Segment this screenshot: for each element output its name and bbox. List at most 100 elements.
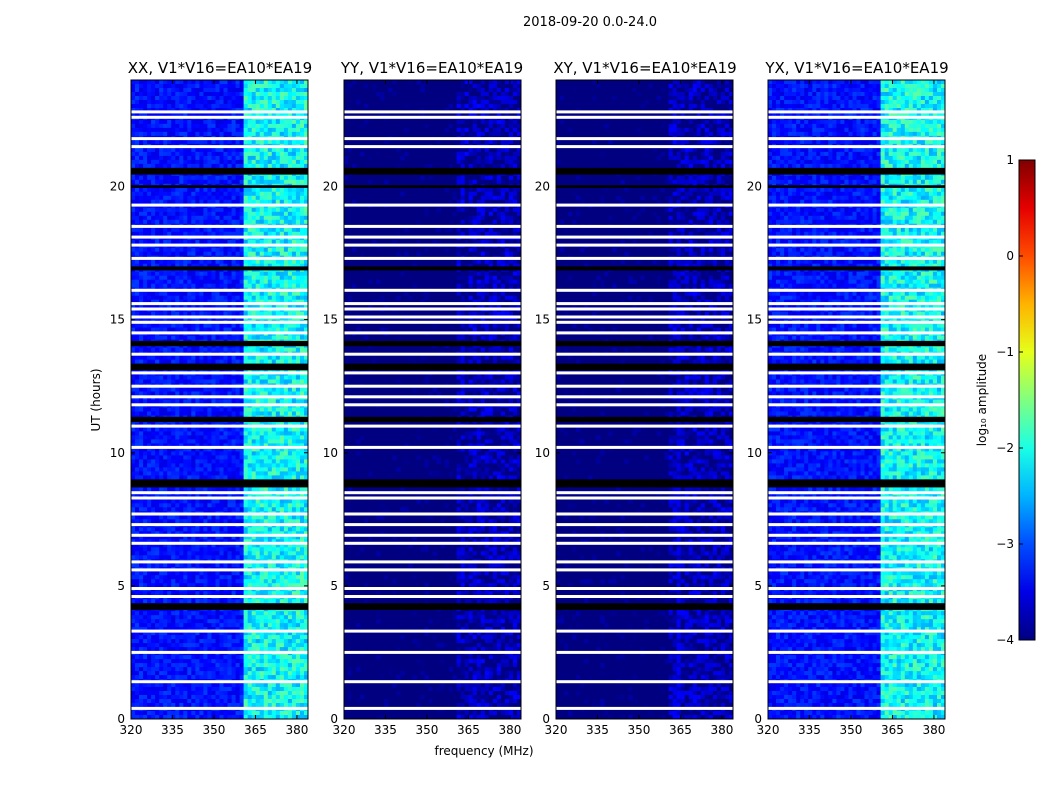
heatmap-cell	[235, 471, 240, 476]
heatmap-cell	[275, 527, 281, 532]
heatmap-cell	[219, 195, 224, 201]
heatmap-cell	[247, 151, 253, 157]
heatmap-cell	[207, 487, 212, 492]
heatmap-cell	[139, 239, 144, 245]
heatmap-cell	[131, 499, 136, 504]
heatmap-cell	[183, 104, 188, 109]
heatmap-cell	[239, 195, 244, 201]
heatmap-cell	[167, 443, 172, 448]
heatmap-cell	[143, 379, 148, 384]
heatmap-cell	[271, 199, 277, 205]
heatmap-cell	[135, 155, 140, 161]
heatmap-cell	[179, 311, 184, 316]
heatmap-cell	[267, 327, 273, 332]
heatmap-cell	[255, 259, 261, 265]
heatmap-cell	[271, 355, 277, 360]
heatmap-cell	[231, 475, 236, 480]
heatmap-cell	[199, 211, 204, 217]
heatmap-cell	[275, 219, 281, 225]
heatmap-cell	[227, 359, 232, 364]
heatmap-cell	[187, 271, 192, 277]
heatmap-cell	[183, 187, 188, 193]
heatmap-cell	[231, 92, 236, 97]
heatmap-cell	[223, 100, 228, 105]
heatmap-cell	[243, 80, 248, 85]
heatmap-cell	[259, 375, 265, 380]
heatmap-cell	[243, 151, 248, 157]
heatmap-cell	[227, 499, 232, 504]
heatmap-cell	[271, 211, 277, 217]
heatmap-cell	[135, 92, 140, 97]
heatmap-cell	[135, 355, 140, 360]
heatmap-cell	[171, 195, 176, 201]
heatmap-cell	[131, 375, 136, 380]
heatmap-cell	[255, 207, 261, 213]
heatmap-cell	[275, 299, 281, 305]
heatmap-cell	[275, 387, 281, 392]
heatmap-cell	[239, 359, 244, 364]
heatmap-cell	[179, 251, 184, 257]
heatmap-cell	[259, 499, 265, 504]
heatmap-cell	[275, 175, 281, 181]
heatmap-cell	[304, 327, 309, 332]
heatmap-cell	[304, 84, 309, 89]
heatmap-cell	[239, 291, 244, 297]
heatmap-cell	[147, 191, 152, 197]
heatmap-cell	[151, 88, 156, 93]
heatmap-cell	[259, 207, 265, 213]
heatmap-cell	[291, 311, 297, 316]
heatmap-cell	[291, 459, 297, 464]
heatmap-cell	[231, 515, 236, 520]
heatmap-cell	[275, 435, 281, 440]
heatmap-cell	[175, 375, 180, 380]
heatmap-cell	[151, 139, 156, 145]
heatmap-cell	[271, 391, 277, 396]
heatmap-cell	[251, 80, 257, 85]
heatmap-cell	[300, 327, 305, 332]
heatmap-cell	[239, 131, 244, 137]
heatmap-cell	[235, 127, 240, 133]
heatmap-cell	[259, 251, 265, 257]
heatmap-cell	[203, 163, 208, 169]
heatmap-cell	[195, 187, 200, 193]
heatmap-cell	[219, 279, 224, 285]
heatmap-cell	[255, 515, 261, 520]
heatmap-cell	[151, 119, 156, 125]
heatmap-cell	[283, 191, 289, 197]
heatmap-cell	[239, 427, 244, 432]
heatmap-cell	[223, 291, 228, 297]
heatmap-cell	[139, 139, 144, 145]
heatmap-cell	[243, 211, 248, 217]
heatmap-cell	[239, 159, 244, 165]
heatmap-cell	[199, 271, 204, 277]
heatmap-cell	[139, 447, 144, 452]
heatmap-cell	[235, 499, 240, 504]
heatmap-cell	[279, 159, 285, 165]
heatmap-cell	[223, 335, 228, 340]
heatmap-cell	[283, 283, 289, 289]
heatmap-cell	[175, 435, 180, 440]
heatmap-cell	[175, 391, 180, 396]
heatmap-cell	[295, 215, 301, 221]
heatmap-cell	[151, 399, 156, 404]
heatmap-cell	[167, 335, 172, 340]
heatmap-cell	[159, 435, 164, 440]
heatmap-cell	[255, 175, 261, 181]
heatmap-cell	[135, 100, 140, 105]
heatmap-cell	[295, 263, 301, 269]
heatmap-cell	[155, 271, 160, 277]
heatmap-cell	[283, 123, 289, 129]
heatmap-cell	[231, 227, 236, 233]
heatmap-cell	[191, 527, 196, 532]
heatmap-cell	[231, 219, 236, 225]
heatmap-cell	[171, 503, 176, 508]
heatmap-cell	[159, 139, 164, 145]
heatmap-cell	[279, 108, 285, 113]
heatmap-cell	[223, 215, 228, 221]
heatmap-cell	[287, 411, 293, 416]
heatmap-cell	[304, 303, 309, 308]
heatmap-cell	[255, 96, 261, 101]
heatmap-cell	[259, 487, 265, 492]
heatmap-cell	[279, 131, 285, 137]
heatmap-cell	[295, 151, 301, 157]
